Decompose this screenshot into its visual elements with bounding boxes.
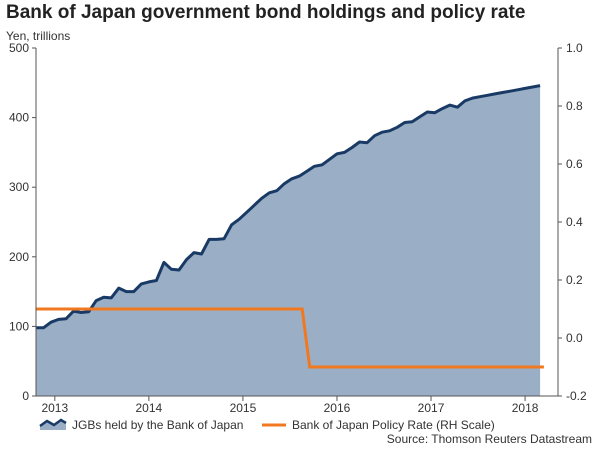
x-tick-label: 2016 bbox=[324, 401, 351, 415]
jgb-series-line bbox=[36, 84, 541, 330]
y-left-tick-label: 300 bbox=[9, 180, 29, 194]
chart-title: Bank of Japan government bond holdings a… bbox=[6, 2, 526, 23]
y-right-tick-label: 0.0 bbox=[566, 331, 583, 345]
x-tick-label: 2015 bbox=[230, 401, 257, 415]
y-right-tick-label: -0.2 bbox=[566, 389, 587, 403]
jgb-area-fill bbox=[36, 85, 541, 396]
y-left-tick-label: 500 bbox=[9, 41, 29, 55]
legend-label-rate: Bank of Japan Policy Rate (RH Scale) bbox=[292, 418, 495, 432]
source-note: Source: Thomson Reuters Datastream bbox=[386, 432, 592, 446]
legend-swatch-jgb-line bbox=[39, 418, 67, 428]
y-left-tick-label: 400 bbox=[9, 111, 29, 125]
x-tick-label: 2013 bbox=[41, 401, 68, 415]
y-right-tick-label: 0.2 bbox=[566, 273, 583, 287]
y-left-tick-label: 200 bbox=[9, 250, 29, 264]
x-tick-label: 2018 bbox=[512, 401, 539, 415]
y-left-tick-label: 0 bbox=[22, 389, 29, 403]
y-right-tick-label: 1.0 bbox=[566, 41, 583, 55]
y-right-tick-label: 0.8 bbox=[566, 99, 583, 113]
y-left-tick-label: 100 bbox=[9, 319, 29, 333]
x-tick-label: 2014 bbox=[136, 401, 163, 415]
legend-label-jgb: JGBs held by the Bank of Japan bbox=[72, 418, 243, 432]
y-right-tick-label: 0.4 bbox=[566, 215, 583, 229]
y-right-tick-label: 0.6 bbox=[566, 157, 583, 171]
y-axis-left-label: Yen, trillions bbox=[6, 29, 71, 43]
x-tick-label: 2017 bbox=[418, 401, 445, 415]
policy-rate-line bbox=[36, 307, 544, 369]
